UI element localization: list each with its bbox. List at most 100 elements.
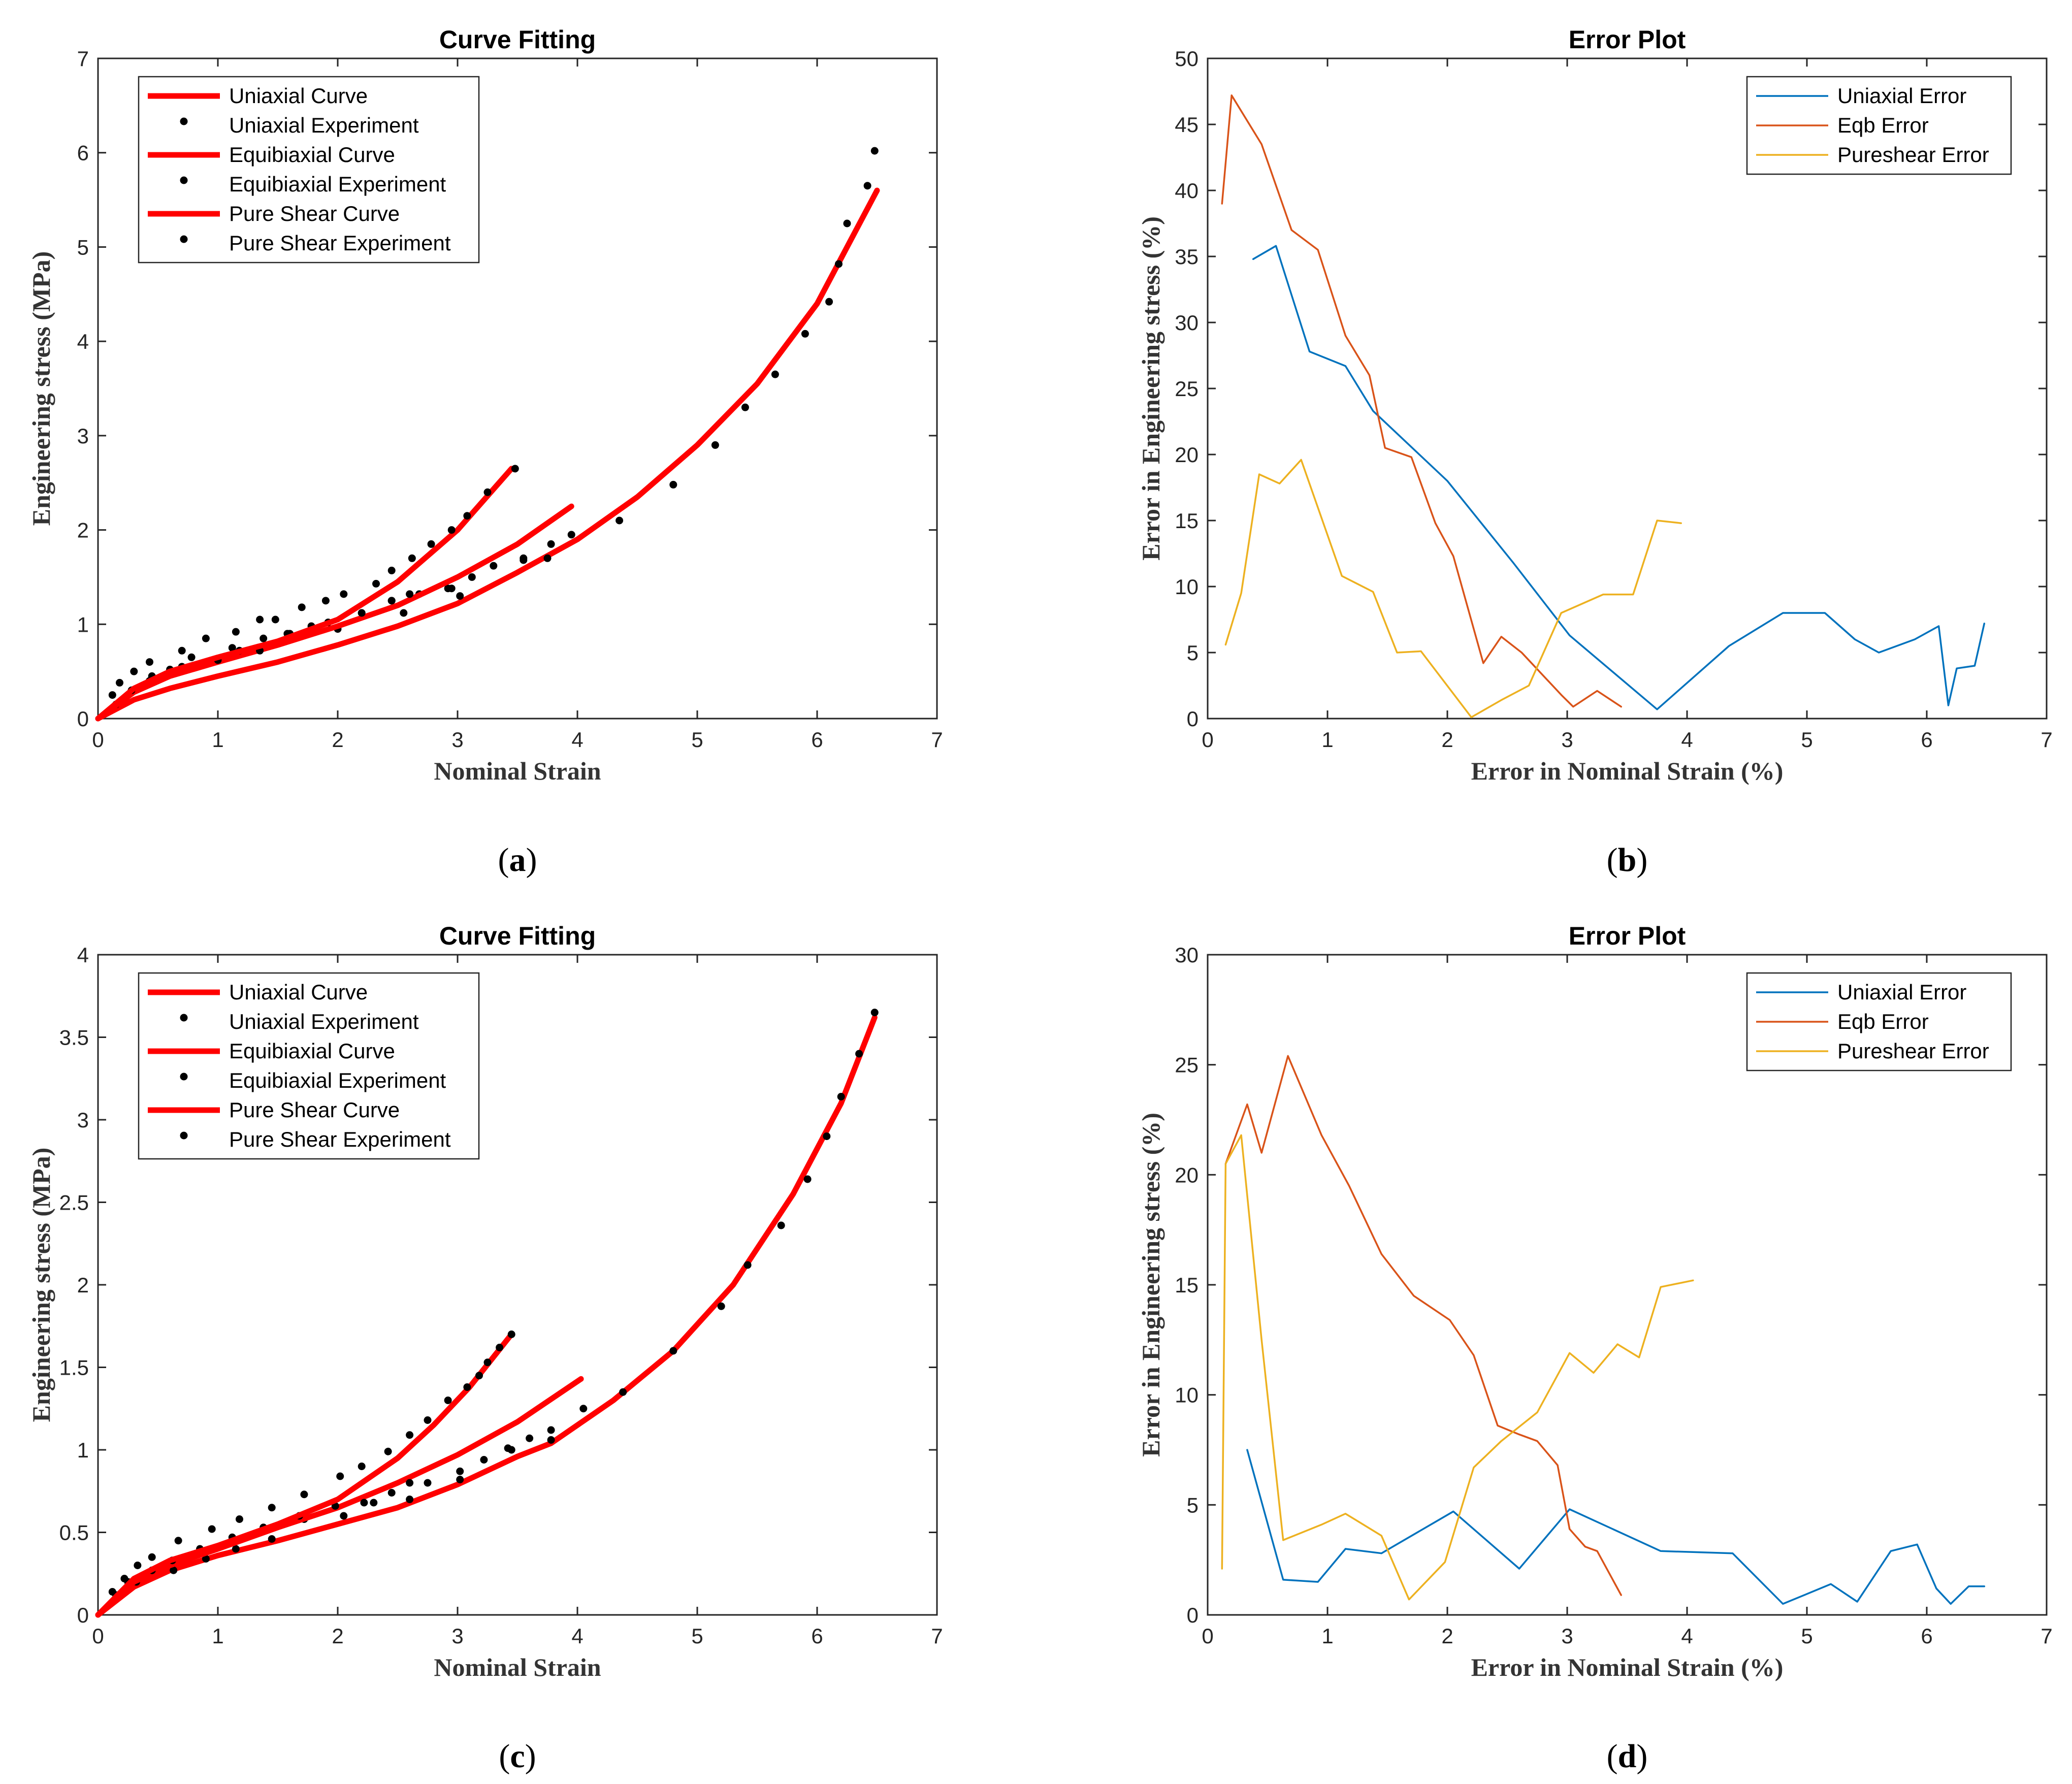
x-tick-label: 3 — [451, 1624, 463, 1648]
legend-item: Uniaxial Experiment — [180, 113, 419, 137]
data-point — [837, 1093, 845, 1100]
y-tick-label: 3 — [77, 424, 89, 448]
legend-label: Equibiaxial Experiment — [229, 172, 446, 196]
x-tick-label: 0 — [1202, 728, 1213, 752]
x-tick-label: 5 — [1801, 1624, 1812, 1648]
data-point — [424, 1479, 432, 1487]
y-tick-label: 2.5 — [59, 1191, 89, 1215]
data-point — [483, 488, 492, 496]
chart-title: Curve Fitting — [439, 25, 596, 54]
x-axis-label: Nominal Strain — [434, 1653, 601, 1681]
x-tick-label: 3 — [1561, 1624, 1573, 1648]
series-eqb-error — [1224, 1055, 1622, 1596]
panel-label-part: a — [509, 841, 526, 879]
data-point — [300, 1490, 308, 1499]
y-tick-label: 5 — [1187, 1493, 1199, 1517]
data-point — [202, 1555, 210, 1563]
x-tick-label: 5 — [691, 1624, 703, 1648]
panel-label: (b) — [1607, 841, 1648, 879]
x-tick-label: 4 — [571, 1624, 583, 1648]
data-point — [456, 592, 464, 600]
data-point — [803, 1175, 812, 1183]
legend-label: Uniaxial Error — [1837, 84, 1966, 108]
x-tick-label: 7 — [2041, 1624, 2052, 1648]
data-point — [372, 579, 380, 588]
data-point — [855, 1050, 863, 1058]
y-tick-label: 3 — [77, 1108, 89, 1132]
legend-item: Equibiaxial Curve — [148, 143, 395, 167]
data-point — [360, 1499, 368, 1507]
panel-label-part: ( — [498, 841, 509, 879]
y-axis-label: Engineering stress (MPa) — [27, 251, 55, 526]
x-tick-label: 6 — [1921, 1624, 1932, 1648]
data-point — [268, 1504, 276, 1512]
data-point — [567, 531, 575, 539]
legend-label: Pure Shear Experiment — [229, 1127, 451, 1151]
x-tick-label: 1 — [1321, 1624, 1333, 1648]
panel-label-part: b — [1618, 841, 1637, 879]
data-point — [801, 330, 809, 338]
data-point — [260, 634, 268, 642]
legend-label: Eqb Error — [1837, 1010, 1929, 1033]
series-line — [95, 466, 514, 722]
data-point — [208, 1525, 216, 1533]
data-point — [170, 1566, 178, 1574]
data-point — [108, 691, 116, 699]
series-uniaxial-curve — [95, 1015, 878, 1618]
legend-label: Uniaxial Experiment — [229, 1010, 419, 1033]
panel-label-part: ( — [499, 1738, 510, 1775]
panel-label-part: ) — [526, 841, 537, 879]
data-point — [178, 646, 186, 655]
data-point — [408, 554, 416, 562]
series-pure-shear-experiment — [115, 465, 519, 687]
x-axis-label: Error in Nominal Strain (%) — [1471, 757, 1784, 785]
y-tick-label: 0 — [1187, 1603, 1199, 1627]
y-tick-label: 2 — [77, 1273, 89, 1297]
legend-label: Uniaxial Experiment — [229, 113, 419, 137]
series-pureshear-error — [1224, 459, 1682, 719]
data-point — [777, 1221, 785, 1229]
legend-swatch — [180, 1131, 188, 1140]
y-tick-label: 35 — [1175, 245, 1199, 269]
data-point — [340, 1512, 348, 1520]
data-point — [298, 603, 306, 611]
data-point — [669, 480, 677, 489]
data-point — [336, 1472, 344, 1480]
data-point — [834, 260, 843, 268]
x-axis-label: Nominal Strain — [434, 757, 601, 785]
series-line — [1246, 1449, 1986, 1605]
y-tick-label: 0 — [77, 1603, 89, 1627]
data-point — [232, 628, 240, 636]
legend-swatch — [180, 1014, 188, 1022]
series-line — [95, 1015, 878, 1618]
legend-label: Eqb Error — [1837, 113, 1929, 137]
data-point — [358, 609, 366, 617]
x-tick-label: 4 — [1681, 1624, 1693, 1648]
data-point — [406, 590, 414, 598]
y-tick-label: 5 — [77, 235, 89, 259]
y-tick-label: 15 — [1175, 1273, 1199, 1297]
y-tick-label: 25 — [1175, 1053, 1199, 1077]
y-tick-label: 30 — [1175, 943, 1199, 967]
data-point — [743, 1261, 752, 1269]
panel-label-part: ( — [1607, 841, 1618, 879]
data-point — [616, 516, 624, 525]
data-point — [504, 1444, 512, 1452]
legend: Uniaxial Error Eqb Error Pureshear Error — [1746, 76, 2012, 175]
y-tick-label: 4 — [77, 943, 89, 967]
data-point — [490, 562, 498, 570]
series-uniaxial-curve — [95, 187, 880, 722]
data-point — [456, 1467, 464, 1475]
x-tick-label: 7 — [931, 728, 943, 752]
legend-label: Uniaxial Error — [1837, 980, 1966, 1004]
y-tick-label: 10 — [1175, 575, 1199, 599]
data-point — [543, 554, 552, 562]
panel-label-part: ) — [1636, 1738, 1647, 1775]
x-tick-label: 2 — [332, 728, 343, 752]
data-point — [526, 1434, 534, 1442]
x-tick-label: 7 — [931, 1624, 943, 1648]
x-tick-label: 6 — [811, 1624, 823, 1648]
series-eqb-error — [1221, 94, 1622, 708]
data-point — [463, 512, 471, 520]
y-tick-label: 45 — [1175, 113, 1199, 137]
